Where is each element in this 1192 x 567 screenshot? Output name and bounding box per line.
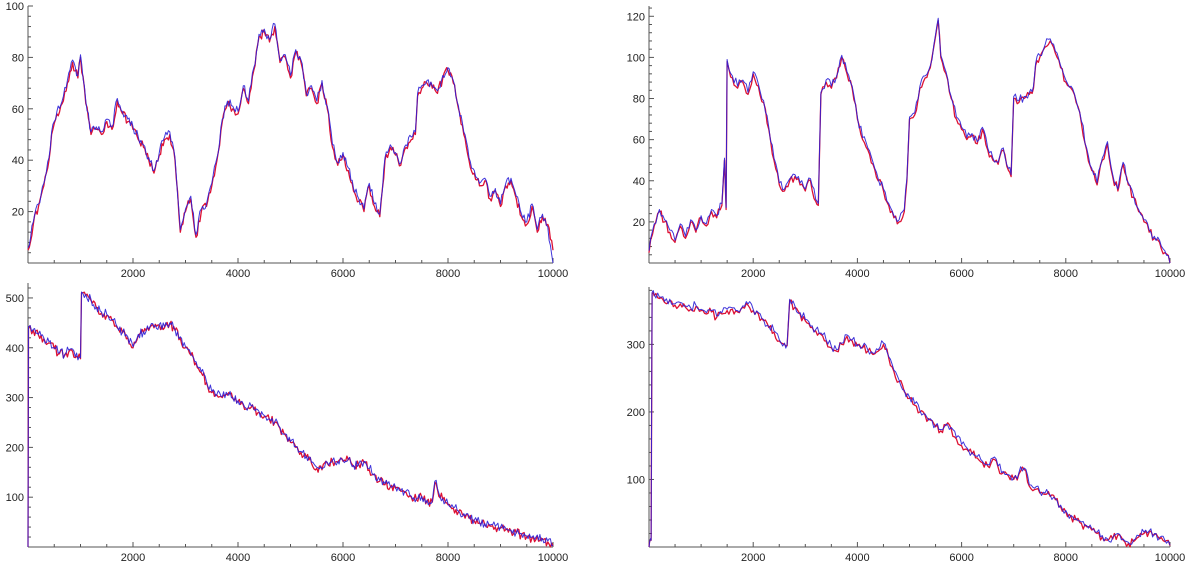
x-tick-label: 8000 (436, 268, 460, 280)
series-line-1 (27, 291, 554, 548)
y-tick-label: 300 (627, 339, 645, 351)
y-tick-label: 100 (627, 52, 645, 64)
chart-panel-1: 2000 4000 6000 8000 10000 20 40 60 80 100 (6, 1, 569, 280)
y-tick-label: 40 (12, 155, 24, 167)
series-line-1 (27, 25, 554, 251)
x-tick-label: 6000 (331, 552, 355, 564)
x-tick-label: 10000 (538, 268, 569, 280)
x-tick-label: 6000 (949, 268, 973, 280)
x-tick-label: 10000 (538, 552, 569, 564)
x-tick-label: 2000 (121, 268, 145, 280)
y-tick-label: 300 (6, 393, 24, 405)
y-tick-label: 80 (633, 94, 645, 106)
y-tick-label: 200 (6, 442, 24, 454)
x-tick-label: 8000 (1054, 552, 1078, 564)
y-tick-label: 40 (633, 176, 645, 188)
x-tick-label: 8000 (1054, 268, 1078, 280)
y-tick-label: 120 (627, 11, 645, 23)
x-tick-label: 6000 (949, 552, 973, 564)
x-tick-label: 8000 (436, 552, 460, 564)
y-tick-label: 60 (12, 104, 24, 116)
x-tick-label: 4000 (226, 268, 250, 280)
x-tick-label: 4000 (845, 552, 869, 564)
y-tick-label: 80 (12, 52, 24, 64)
y-tick-label: 100 (6, 492, 24, 504)
x-tick-label: 4000 (226, 552, 250, 564)
y-tick-label: 100 (6, 1, 24, 13)
chart-panel-2: 2000 4000 6000 8000 10000 20 40 60 80 100 120 (627, 6, 1186, 280)
y-tick-label: 20 (633, 217, 645, 229)
series-line-1 (648, 292, 1171, 548)
series-line-1 (648, 19, 1171, 264)
x-tick-label: 2000 (741, 268, 765, 280)
series-line-2 (27, 291, 554, 548)
y-tick-label: 20 (12, 207, 24, 219)
x-tick-label: 2000 (121, 552, 145, 564)
y-tick-label: 60 (633, 135, 645, 147)
chart-panel-4: 2000 4000 6000 8000 10000 100 200 300 (627, 287, 1186, 564)
x-tick-label: 2000 (741, 552, 765, 564)
x-tick-label: 10000 (1155, 552, 1186, 564)
series-line-2 (648, 290, 1171, 548)
series-line-2 (648, 17, 1171, 264)
y-tick-label: 500 (6, 293, 24, 305)
chart-panel-3: 2000 4000 6000 8000 10000 100 200 300 400 500 (6, 283, 569, 564)
x-tick-label: 4000 (845, 268, 869, 280)
x-tick-label: 6000 (331, 268, 355, 280)
y-tick-label: 200 (627, 407, 645, 419)
y-tick-label: 400 (6, 343, 24, 355)
series-line-2 (27, 22, 554, 264)
y-tick-label: 100 (627, 474, 645, 486)
x-tick-label: 10000 (1155, 268, 1186, 280)
